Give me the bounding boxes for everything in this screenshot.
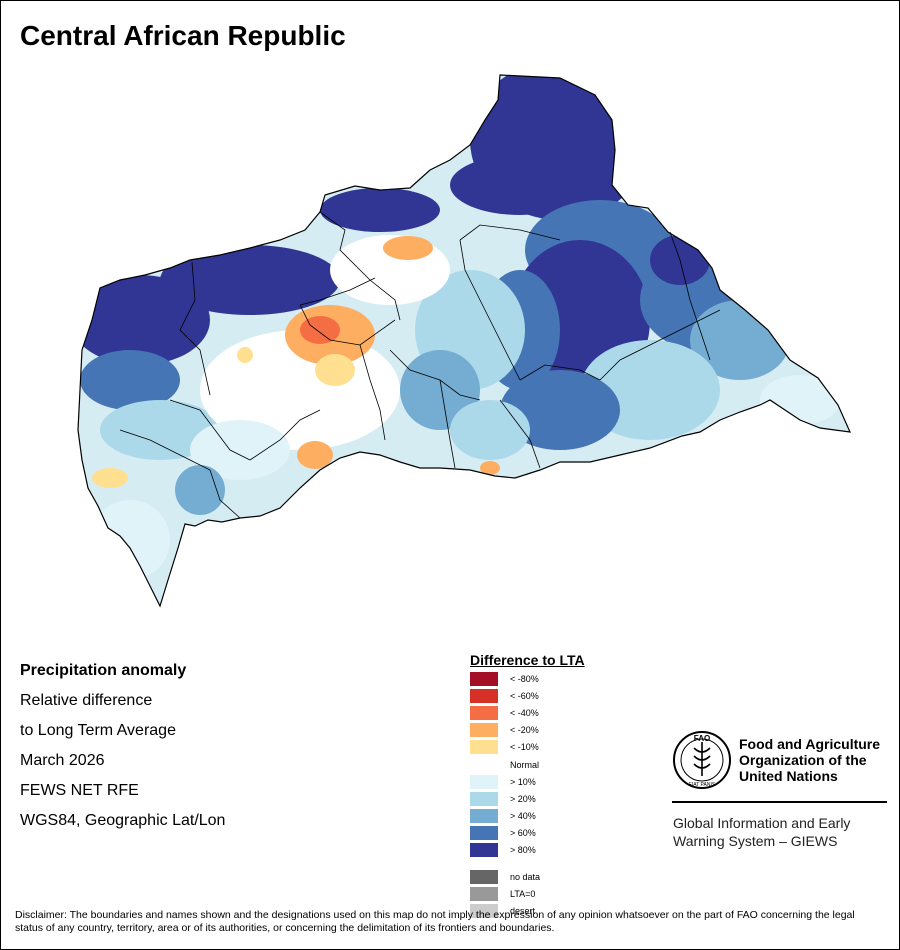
legend-label: < -80% <box>510 674 539 684</box>
fao-name-line-2: Organization of the <box>739 752 867 768</box>
legend-swatch <box>470 809 498 823</box>
legend-label: < -40% <box>510 708 539 718</box>
legend-label: no data <box>510 872 541 882</box>
legend-label: < -20% <box>510 725 539 735</box>
legend-label: > 60% <box>510 828 536 838</box>
legend-swatch <box>470 758 498 772</box>
legend-swatch <box>470 826 498 840</box>
legend-label: LTA=0 <box>510 889 536 899</box>
prefecture-boundaries <box>119 211 721 519</box>
logo-divider <box>672 801 887 803</box>
fao-organization-name: Food and Agriculture Organization of the… <box>739 736 880 784</box>
legend-swatch <box>470 870 498 884</box>
info-line-projection: WGS84, Geographic Lat/Lon <box>20 812 226 829</box>
disclaimer-text: Disclaimer: The boundaries and names sho… <box>15 909 855 934</box>
giews-line-2: Warning System – GIEWS <box>673 833 838 849</box>
legend-swatch <box>470 792 498 806</box>
legend-swatch <box>470 843 498 857</box>
fao-name-line-1: Food and Agriculture <box>739 736 881 752</box>
legend-swatch <box>470 775 498 789</box>
info-line-period: March 2026 <box>20 752 105 769</box>
legend-swatch <box>470 689 498 703</box>
legend: Difference to LTA < -80% < -60% < -40% < -2… <box>470 652 620 918</box>
precipitation-anomaly-map <box>77 74 851 607</box>
legend-label: > 10% <box>510 777 536 787</box>
fao-logo-letters: FAO <box>694 734 710 743</box>
giews-line-1: Global Information and Early <box>673 815 851 831</box>
legend-swatch <box>470 723 498 737</box>
giews-name: Global Information and Early Warning Sys… <box>673 814 850 850</box>
legend-items: < -80% < -60% < -40% < -20% < -10% Normal > 10… <box>470 672 620 918</box>
legend-swatch <box>470 904 498 918</box>
map-title: Central African Republic <box>20 20 346 51</box>
legend-swatch <box>470 887 498 901</box>
fao-name-line-3: United Nations <box>739 768 838 784</box>
legend-swatch <box>470 740 498 754</box>
fao-logo-motto: FIAT PANIS <box>689 782 716 788</box>
legend-label: Normal <box>510 760 540 770</box>
info-line-source: FEWS NET RFE <box>20 782 139 799</box>
legend-swatch <box>470 672 498 686</box>
legend-label: desert <box>510 906 536 916</box>
legend-label: > 40% <box>510 811 536 821</box>
legend-swatch <box>470 706 498 720</box>
legend-label: < -60% <box>510 691 539 701</box>
legend-label: > 20% <box>510 794 536 804</box>
legend-label: < -10% <box>510 742 539 752</box>
map-info-block: Precipitation anomaly Relative differenc… <box>20 656 225 836</box>
fao-logo-icon: FAO FIAT PANIS <box>673 731 731 789</box>
info-line-variable: Precipitation anomaly <box>20 662 187 679</box>
legend-label: > 80% <box>510 845 536 855</box>
legend-title: Difference to LTA <box>470 652 585 668</box>
info-line-description-1: Relative difference <box>20 692 153 709</box>
info-line-description-2: to Long Term Average <box>20 722 176 739</box>
